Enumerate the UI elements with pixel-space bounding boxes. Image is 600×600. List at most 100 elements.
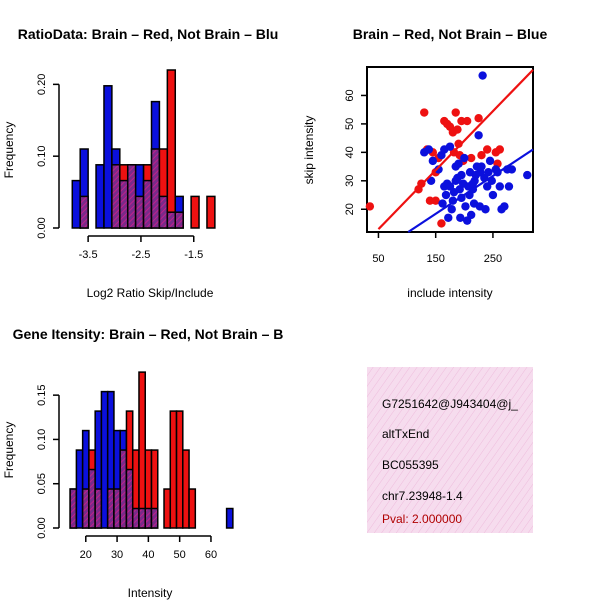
scatter-point-red [431, 196, 440, 205]
gene-x-tick-label: 40 [142, 549, 154, 561]
gene-bar-overlap-12 [144, 507, 153, 529]
scatter-point-red [453, 125, 462, 134]
gene-bar-overlap-9 [125, 468, 134, 529]
ratio-histogram-bars [71, 69, 216, 229]
gene-bar-overlap-6 [106, 488, 115, 529]
gene-bar-blue-25 [225, 507, 234, 529]
scatter-point-blue [445, 142, 455, 151]
ratio-bar-overlap-12 [166, 211, 177, 229]
gene-x-tick-label: 20 [80, 549, 92, 561]
ratio-histogram-axes: -3.5 -2.5 -1.5 0.00 0.10 0.20 [36, 74, 203, 261]
gene-bar-overlap-2 [81, 488, 90, 529]
scatter-point-red [365, 202, 375, 211]
scatter-point-blue [441, 190, 451, 200]
gene-bar-red-19 [188, 488, 197, 529]
scatter-point-red [462, 116, 472, 126]
scatter-point-blue [500, 202, 509, 211]
gene-bar-blue-5 [100, 390, 109, 529]
gene-bar-overlap-4 [94, 488, 103, 529]
ratio-x-tick-label: -2.5 [131, 249, 150, 261]
ratio-bar-red-12 [166, 69, 177, 229]
scatter-xlabel: include intensity [407, 286, 492, 300]
ratio-x-tick-label: -1.5 [184, 249, 203, 261]
scatter-point-blue [460, 153, 469, 163]
scatter-point-red [420, 108, 429, 117]
gene-bar-blue-1 [75, 449, 84, 529]
gene-bar-red-17 [175, 410, 184, 529]
scatter-point-blue [428, 156, 438, 166]
scatter-point-red [437, 219, 446, 228]
info-event-type: altTxEnd [382, 427, 429, 441]
gene-bar-overlap-8 [119, 449, 128, 529]
ratio-bar-blue-3 [95, 164, 105, 229]
gene-bar-red-16 [169, 410, 178, 529]
ratio-histogram-ylabel: Frequency [2, 122, 16, 179]
info-box-background [367, 367, 533, 533]
scatter-x-tick-label: 50 [372, 253, 384, 265]
scatter-point-blue [477, 162, 486, 171]
scatter-point-blue [507, 165, 517, 174]
scatter-marks [365, 69, 534, 233]
scatter-point-blue [495, 182, 504, 191]
scatter-point-blue [461, 202, 470, 211]
scatter-ylabel: skip intensity [302, 116, 316, 185]
scatter-point-blue [426, 176, 436, 185]
scatter-title: Brain – Red, Not Brain – Blue [353, 26, 548, 42]
ratio-bar-overlap-13 [174, 211, 184, 229]
scatter-point-red [483, 145, 492, 154]
ratio-bar-overlap-10 [150, 148, 161, 229]
ratio-bar-red-17 [206, 195, 216, 229]
scatter-point-blue [484, 168, 493, 177]
info-pval: Pval: 2.000000 [382, 512, 462, 526]
scatter-axes: 50 150 250 20 30 40 50 60 [344, 89, 502, 265]
ratio-bar-blue-4 [103, 85, 113, 229]
scatter-y-tick-label: 30 [344, 175, 356, 187]
gene-y-tick-label: 0.00 [36, 517, 48, 538]
gene-histogram-panel: Gene Itensity: Brain – Red, Not Brain – … [2, 326, 283, 600]
scatter-point-blue [523, 170, 532, 180]
scatter-point-blue [466, 210, 476, 220]
ratio-bar-overlap-8 [134, 195, 145, 229]
scatter-point-blue [478, 71, 487, 80]
scatter-point-blue [434, 165, 443, 174]
ratio-y-tick-label: 0.20 [36, 74, 48, 95]
ratio-y-tick-label: 0.00 [36, 217, 48, 238]
ratio-bar-overlap-1 [79, 195, 89, 229]
scatter-point-red [474, 114, 483, 123]
gene-y-tick-label: 0.10 [36, 429, 48, 450]
ratio-bar-red-15 [190, 195, 200, 229]
scatter-y-tick-label: 20 [344, 203, 356, 215]
scatter-fit-line-blue [407, 148, 534, 233]
scatter-fit-line-red [377, 69, 534, 230]
ratio-bar-overlap-9 [142, 179, 153, 229]
scatter-point-blue [456, 213, 465, 222]
gene-bar-red-11 [138, 371, 146, 529]
scatter-panel: Brain – Red, Not Brain – Blue 50 150 250 20… [302, 26, 547, 300]
ratio-bar-overlap-7 [126, 164, 137, 229]
gene-x-tick-label: 30 [111, 549, 123, 561]
gene-histogram-ylabel: Frequency [2, 422, 16, 479]
gene-histogram-xlabel: Intensity [128, 586, 173, 600]
gene-bar-overlap-0 [69, 488, 78, 529]
ratio-y-tick-label: 0.10 [36, 145, 48, 166]
info-accession: BC055395 [382, 458, 439, 472]
info-location: chr7.23948-1.4 [382, 489, 463, 503]
gene-histogram-title: Gene Itensity: Brain – Red, Not Brain – … [13, 326, 284, 342]
scatter-y-tick-label: 40 [344, 146, 356, 158]
scatter-x-tick-label: 150 [427, 253, 445, 265]
info-id-text: G7251642@J943404@j_ [382, 397, 518, 411]
gene-bar-overlap-10 [131, 507, 140, 529]
scatter-x-tick-label: 250 [484, 253, 502, 265]
scatter-point-red [477, 150, 486, 160]
scatter-point-blue [424, 145, 434, 154]
ratio-bar-overlap-5 [111, 164, 121, 229]
ratio-histogram-panel: RatioData: Brain – Red, Not Brain – Blu … [2, 26, 278, 300]
gene-histogram-bars [69, 371, 234, 529]
ratio-x-tick-label: -3.5 [79, 249, 98, 261]
gene-bar-red-15 [163, 488, 172, 529]
gene-histogram-axes: 20 30 40 50 60 0.00 0.05 0.10 0.15 [36, 384, 217, 561]
scatter-point-blue [483, 182, 492, 191]
ratio-histogram-xlabel: Log2 Ratio Skip/Include [87, 286, 214, 300]
scatter-y-tick-label: 50 [344, 118, 356, 130]
